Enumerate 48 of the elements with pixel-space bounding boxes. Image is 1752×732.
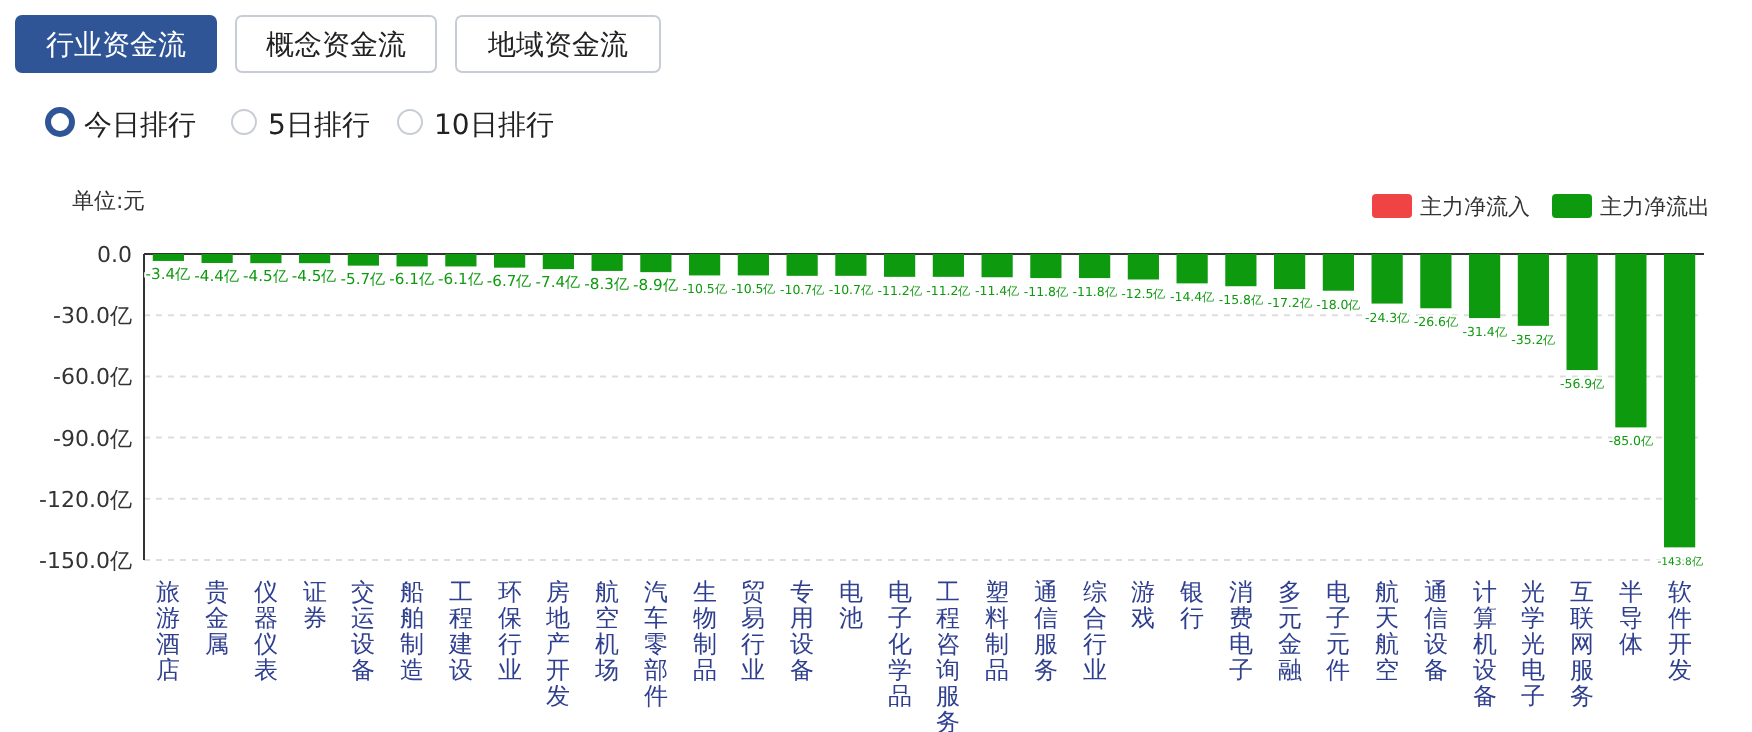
x-tick-label: 航天航空 [1375,578,1400,684]
legend-label: 主力净流出 [1600,194,1710,220]
x-tick-label: 互联网服务 [1570,578,1595,710]
x-tick-label: 游戏 [1131,578,1156,632]
x-tick-label: 船舶制造 [400,578,425,684]
x-tick-label: 贸易行业 [741,578,766,684]
x-tick-label: 软件开发 [1667,578,1692,684]
y-tick-label: -60.0亿 [53,364,132,391]
x-tick-label: 专用设备 [790,578,815,684]
legend-item: 主力净流入 [1372,194,1530,220]
x-tick-label: 证券 [302,578,327,632]
x-tick-label: 通信服务 [1033,578,1058,684]
x-tick-label: 工程建设 [446,578,473,684]
y-tick-label: -150.0亿 [39,548,132,574]
y-tick-label: -90.0亿 [53,425,132,452]
x-tick-label: 贵金属 [205,578,230,658]
radio: 今日排行 [45,107,196,142]
tab: 地域资金流 [455,15,661,73]
x-tick-label: 电子元件 [1326,578,1351,684]
x-tick-label: 交运设备 [351,578,376,684]
x-tick-label: 电池 [838,578,863,632]
x-tick-label: 计算机设备 [1472,578,1497,710]
x-tick-label: 通信设备 [1423,578,1448,684]
legend-label: 主力净流入 [1420,194,1530,220]
x-tick-label: 旅游酒店 [156,578,181,684]
y-tick-label: 0.0 [97,242,132,268]
tab: 行业资金流 [15,15,217,73]
x-tick-label: 房地产开发 [544,578,571,710]
x-tick-label: 电子化学品 [887,578,912,710]
x-tick-label: 生物制品 [692,578,717,684]
x-tick-label: 多元金融 [1277,578,1302,684]
x-tick-label: 半导体 [1618,578,1643,658]
x-tick-label: 航空机场 [593,578,620,684]
x-tick-label: 综合行业 [1082,578,1107,684]
y-axis-title: 单位:元 [72,188,146,214]
radio: 5日排行 [231,109,370,142]
x-tick-label: 环保行业 [497,578,522,684]
x-tick-label: 银行 [1178,578,1205,632]
radio: 10日排行 [397,109,554,142]
x-tick-label: 仪器仪表 [253,578,278,684]
x-tick-label: 塑料制品 [985,578,1010,684]
legend-item: 主力净流出 [1552,194,1710,220]
tab: 概念资金流 [235,15,437,73]
x-tick-label: 光学光电子 [1521,578,1546,710]
y-tick-label: -30.0亿 [53,303,132,330]
x-tick-label: 汽车零部件 [643,578,668,710]
x-tick-label: 消费电子 [1228,578,1253,684]
y-tick-label: -120.0亿 [39,486,132,513]
